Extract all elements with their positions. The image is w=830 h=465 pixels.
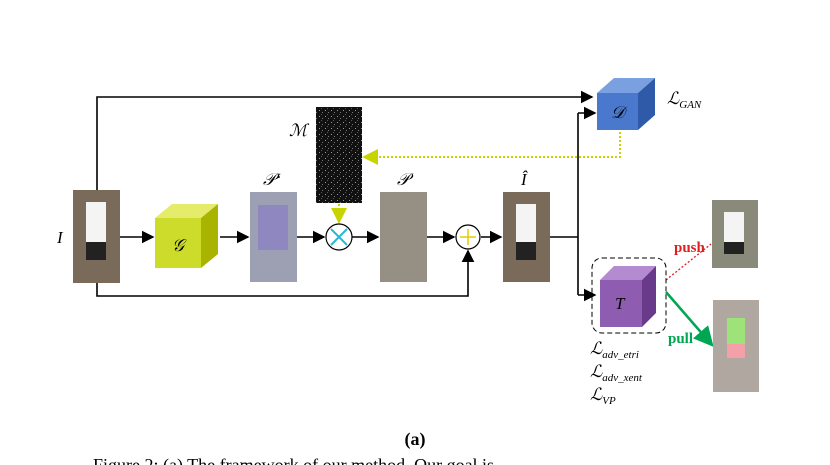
node-label: T [615,294,626,313]
node-label: I [56,228,64,247]
node-label: 𝒟 [611,103,628,122]
caption: Figure 2: (a) The framework of our metho… [93,455,494,465]
node-label: Î [520,170,528,189]
loss-label: ℒadv_xent [590,362,643,384]
edge-label: pull [668,331,693,347]
loss-label: ℒadv_etri [590,339,639,361]
node-label: 𝒫 [397,170,414,189]
node-label: ℳ [289,121,310,140]
labels: I 𝒢 𝒫‘ ℳ 𝒫 Î 𝒟 T ℒGAN ℒadv_etri ℒadv_xen… [56,89,706,465]
node-label: 𝒢 [172,236,187,255]
loss-label: ℒGAN [667,89,702,111]
panel-label: (a) [405,429,426,450]
loss-label: ℒVP [590,385,616,407]
node-label: 𝒫‘ [263,170,281,189]
blocks [155,78,667,334]
arrows [96,90,714,347]
edge-label: push [674,240,706,256]
images [73,107,759,392]
